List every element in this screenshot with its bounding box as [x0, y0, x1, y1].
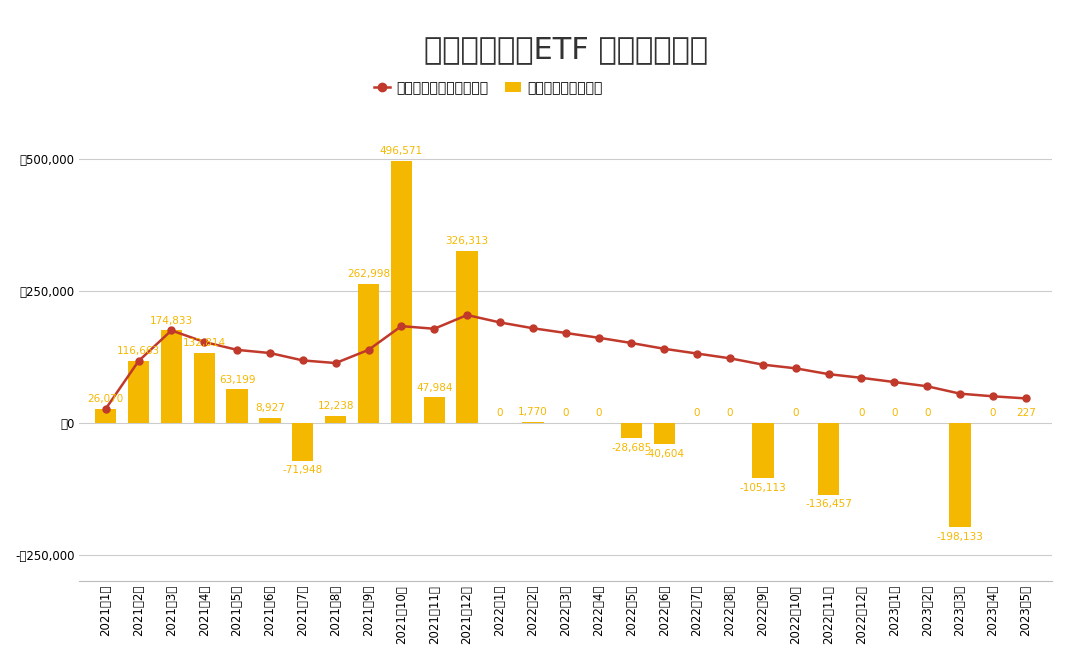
- Bar: [161, 330, 182, 422]
- Bar: [292, 422, 314, 461]
- Bar: [950, 422, 971, 527]
- Text: 132,814: 132,814: [182, 338, 226, 348]
- Text: 326,313: 326,313: [446, 236, 489, 246]
- Text: 0: 0: [497, 408, 504, 418]
- Text: -40,604: -40,604: [644, 449, 684, 459]
- Text: 0: 0: [924, 408, 930, 418]
- Bar: [325, 416, 347, 422]
- Text: 0: 0: [793, 408, 799, 418]
- Text: 174,833: 174,833: [149, 316, 193, 326]
- Bar: [95, 409, 116, 422]
- Bar: [424, 397, 445, 422]
- Text: 0: 0: [595, 408, 602, 418]
- Text: 0: 0: [989, 408, 997, 418]
- Text: -198,133: -198,133: [937, 532, 984, 542]
- Bar: [193, 353, 214, 422]
- Text: 0: 0: [727, 408, 733, 418]
- Text: 0: 0: [891, 408, 897, 418]
- Text: -71,948: -71,948: [283, 465, 323, 475]
- Bar: [457, 250, 478, 422]
- Text: -105,113: -105,113: [739, 483, 786, 493]
- Title: トライオートETF 月別実現損益: トライオートETF 月別実現損益: [424, 35, 707, 64]
- Text: -28,685: -28,685: [611, 443, 652, 453]
- Bar: [128, 361, 149, 422]
- Bar: [621, 422, 642, 438]
- Text: 116,663: 116,663: [117, 347, 160, 357]
- Text: 227: 227: [1016, 408, 1036, 418]
- Bar: [818, 422, 840, 495]
- Text: 12,238: 12,238: [317, 401, 354, 411]
- Text: 262,998: 262,998: [347, 269, 391, 279]
- Text: 496,571: 496,571: [380, 146, 423, 156]
- Text: 26,070: 26,070: [87, 394, 124, 404]
- Text: 8,927: 8,927: [255, 403, 285, 413]
- Text: 0: 0: [858, 408, 864, 418]
- Legend: 平均実現損益（利確額）, 実現損益（利確額）: 平均実現損益（利確額）, 実現損益（利確額）: [368, 75, 608, 100]
- Text: 0: 0: [562, 408, 569, 418]
- Text: 1,770: 1,770: [517, 407, 547, 417]
- Bar: [391, 161, 412, 422]
- Text: -136,457: -136,457: [806, 500, 851, 509]
- Text: 47,984: 47,984: [416, 383, 452, 393]
- Bar: [259, 418, 281, 422]
- Bar: [226, 389, 248, 422]
- Text: 63,199: 63,199: [219, 374, 255, 385]
- Bar: [357, 284, 379, 422]
- Bar: [654, 422, 675, 444]
- Bar: [752, 422, 774, 478]
- Text: 0: 0: [694, 408, 700, 418]
